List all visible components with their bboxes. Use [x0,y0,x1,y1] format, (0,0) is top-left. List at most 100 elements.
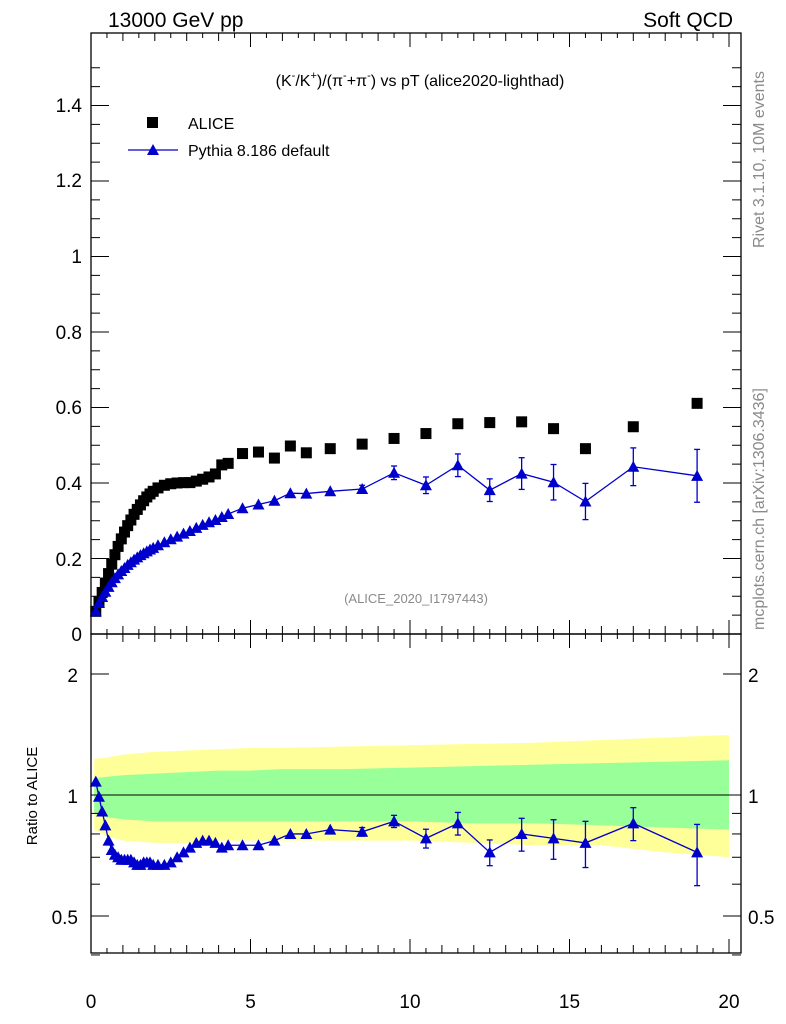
title-sup-2: - [343,70,347,82]
pythia-data-point [209,513,222,525]
alice-data-point [118,526,130,538]
ratio-data-point [183,841,196,853]
ratio-y-tick-labels: 2 1 0.5 2 1 0.5 [52,666,775,929]
alice-data-point [103,568,115,580]
pythia-data-point [268,494,281,506]
title-part-0: (K [276,73,292,90]
ratio-data-point [691,846,704,858]
ratio-data-point [356,825,369,837]
ratio-data-point [89,775,102,787]
ratio-data-point [284,827,297,839]
ratio-data-point [209,836,222,848]
ratio-data-point [627,817,640,829]
ratio-ytick-label-right: 0.5 [748,908,774,929]
alice-data-point [222,457,234,469]
alice-data-point [165,478,177,490]
alice-data-point [237,448,249,460]
alice-data-point [324,443,336,455]
pythia-data-point [190,521,203,533]
ratio-data-point [222,839,235,851]
x-tick-labels: 0 5 10 15 20 [86,992,740,1013]
title-part-4: ) vs pT (alice2020-lighthad) [371,73,565,90]
main-ytick-label: 1.4 [56,96,83,117]
pythia-data-point [215,510,228,522]
alice-data-point [300,447,312,459]
main-y-tick-labels: 0 0.2 0.4 0.6 0.8 1 1.2 1.4 [56,96,83,646]
alice-data-point [268,452,280,464]
alice-data-point [484,417,496,429]
legend-marker-alice [147,117,158,128]
ratio-data-point [483,846,496,858]
alice-data-point [252,446,264,458]
pythia-data-point [158,536,171,548]
legend: ALICE Pythia 8.186 default [128,116,330,160]
pythia-data-point [183,524,196,536]
analysis-watermark: (ALICE_2020_I1797443) [344,591,488,606]
ratio-data-point [99,819,112,831]
pythia-data-point [222,507,235,519]
ratio-data-point [515,827,528,839]
pythia-data-point [691,469,704,481]
ratio-ytick-label: 2 [67,666,78,687]
pythia-data-point [388,466,401,478]
ratio-data-point [547,832,560,844]
ratio-data-point [252,839,265,851]
alice-data-point [284,440,296,452]
alice-data-point [152,482,164,494]
alice-data-point [125,514,137,526]
ratio-data-point [164,856,177,868]
alice-data-point [112,540,124,552]
title-sup-3: - [367,70,371,82]
rivet-version-label: Rivet 3.1.10, 10M events [751,71,768,248]
ratio-data-point [268,834,281,846]
pythia-data-point [284,487,297,499]
pythia-data-point [92,597,105,609]
alice-data-point [452,418,464,430]
title-sup-0: - [292,70,296,82]
alice-data-point [115,533,127,545]
main-ytick-label: 0.2 [56,550,82,571]
pythia-data-point [419,479,432,491]
ratio-data-point [300,827,313,839]
pythia-data-point [547,476,560,488]
alice-data-point [691,397,703,409]
pythia-data-point [300,487,313,499]
alice-data-point [99,577,111,589]
ratio-axis-label: Ratio to ALICE [24,747,41,845]
legend-marker-pythia [147,144,159,155]
ratio-ytick-label-right: 1 [748,787,759,808]
main-ytick-label: 0.8 [56,323,82,344]
legend-label-alice: ALICE [188,116,234,133]
pythia-data-point [515,467,528,479]
ratio-data-point [236,839,249,851]
ratio-ytick-label: 0.5 [52,908,78,929]
alice-data-point [106,558,118,570]
pythia-data-point [89,605,102,617]
header-category: Soft QCD [643,9,733,32]
title-part-1: /K [295,73,310,90]
ratio-data-point [451,817,464,829]
alice-data-point [184,477,196,489]
xtick-label: 10 [399,992,420,1013]
ratio-data-point [102,834,115,846]
pythia-data-point [252,498,265,510]
ratio-data-point [203,834,216,846]
pythia-data-point [151,539,164,551]
alice-data-point [516,416,528,428]
alice-data-point [216,459,228,471]
ratio-data-point [177,846,190,858]
pythia-data-point [324,485,337,497]
xtick-label: 5 [245,992,256,1013]
alice-data-point [388,432,400,444]
title-part-3: +π [347,73,367,90]
plot-title: (K-/K+)/(π-+π-) vs pT (alice2020-lightha… [276,70,565,90]
alice-data-point [627,421,639,433]
alice-data-point [420,428,432,440]
main-ytick-label: 0.4 [56,474,83,495]
ratio-data-point [92,790,105,802]
ratio-ytick-label-right: 2 [748,666,759,687]
title-sup-1: + [310,70,316,82]
alice-data-point [109,549,121,561]
pythia-data-point [627,460,640,472]
